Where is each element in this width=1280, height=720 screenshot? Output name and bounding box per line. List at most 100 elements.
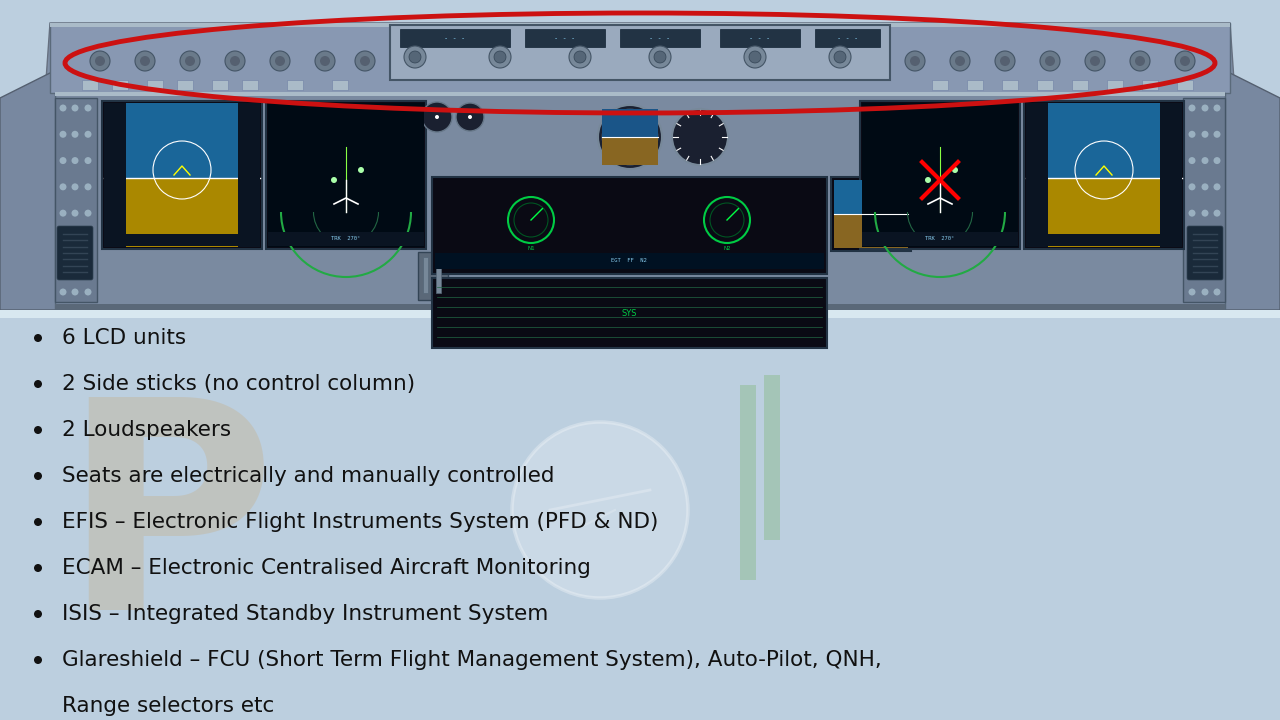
FancyBboxPatch shape	[102, 101, 262, 249]
Circle shape	[72, 210, 78, 217]
FancyBboxPatch shape	[55, 98, 97, 302]
Text: N1: N1	[527, 246, 535, 251]
FancyBboxPatch shape	[831, 177, 911, 251]
Text: 6 LCD units: 6 LCD units	[61, 328, 186, 348]
Text: - - -: - - -	[649, 35, 671, 41]
Circle shape	[749, 51, 762, 63]
Circle shape	[332, 177, 337, 183]
Circle shape	[952, 167, 957, 173]
Circle shape	[59, 104, 67, 112]
FancyBboxPatch shape	[399, 29, 509, 47]
FancyBboxPatch shape	[242, 80, 259, 90]
Circle shape	[35, 472, 42, 480]
Text: Seats are electrically and manually controlled: Seats are electrically and manually cont…	[61, 466, 554, 486]
FancyBboxPatch shape	[55, 92, 1225, 96]
Text: TRK  270°: TRK 270°	[332, 236, 361, 241]
Circle shape	[186, 56, 195, 66]
Circle shape	[456, 103, 484, 131]
FancyBboxPatch shape	[1027, 103, 1181, 178]
Circle shape	[72, 184, 78, 190]
FancyBboxPatch shape	[268, 103, 424, 247]
Circle shape	[1000, 56, 1010, 66]
Circle shape	[1189, 157, 1196, 164]
Circle shape	[1130, 51, 1149, 71]
Circle shape	[230, 56, 241, 66]
Circle shape	[1189, 104, 1196, 112]
FancyBboxPatch shape	[1183, 98, 1225, 302]
FancyBboxPatch shape	[268, 232, 424, 246]
Circle shape	[422, 102, 452, 132]
Circle shape	[84, 210, 91, 217]
FancyBboxPatch shape	[932, 80, 948, 90]
Text: ISIS – Integrated Standby Instrument System: ISIS – Integrated Standby Instrument Sys…	[61, 604, 548, 624]
Circle shape	[59, 131, 67, 138]
FancyBboxPatch shape	[266, 101, 426, 249]
Circle shape	[275, 56, 285, 66]
FancyBboxPatch shape	[815, 29, 881, 47]
FancyBboxPatch shape	[1002, 80, 1018, 90]
Circle shape	[649, 46, 671, 68]
FancyBboxPatch shape	[1160, 103, 1181, 247]
Circle shape	[905, 51, 925, 71]
FancyBboxPatch shape	[0, 310, 1280, 318]
Circle shape	[1044, 56, 1055, 66]
Text: EFIS – Electronic Flight Instruments System (PFD & ND): EFIS – Electronic Flight Instruments Sys…	[61, 512, 658, 532]
FancyBboxPatch shape	[435, 253, 824, 269]
Circle shape	[489, 46, 511, 68]
Circle shape	[1213, 104, 1221, 112]
Circle shape	[404, 46, 426, 68]
Circle shape	[59, 262, 67, 269]
Circle shape	[1189, 184, 1196, 190]
Circle shape	[829, 46, 851, 68]
Circle shape	[950, 51, 970, 71]
Circle shape	[1189, 236, 1196, 243]
Circle shape	[59, 210, 67, 217]
Circle shape	[573, 51, 586, 63]
Circle shape	[1189, 210, 1196, 217]
FancyBboxPatch shape	[861, 232, 1018, 246]
Circle shape	[360, 56, 370, 66]
Circle shape	[1202, 157, 1208, 164]
Circle shape	[84, 236, 91, 243]
Circle shape	[1039, 51, 1060, 71]
FancyBboxPatch shape	[620, 29, 700, 47]
FancyBboxPatch shape	[436, 257, 442, 293]
FancyBboxPatch shape	[1187, 226, 1222, 280]
Polygon shape	[29, 23, 1251, 310]
Circle shape	[512, 422, 689, 598]
FancyBboxPatch shape	[58, 226, 93, 280]
Circle shape	[1213, 236, 1221, 243]
Circle shape	[35, 380, 42, 388]
FancyBboxPatch shape	[1142, 80, 1158, 90]
FancyBboxPatch shape	[419, 252, 448, 300]
FancyBboxPatch shape	[147, 80, 163, 90]
FancyBboxPatch shape	[104, 103, 260, 178]
Circle shape	[72, 104, 78, 112]
Circle shape	[468, 115, 472, 119]
Circle shape	[72, 131, 78, 138]
FancyBboxPatch shape	[287, 80, 303, 90]
Circle shape	[35, 518, 42, 526]
FancyBboxPatch shape	[82, 80, 99, 90]
Circle shape	[358, 167, 364, 173]
Circle shape	[72, 236, 78, 243]
Circle shape	[1085, 51, 1105, 71]
FancyBboxPatch shape	[212, 80, 228, 90]
Circle shape	[1189, 262, 1196, 269]
Circle shape	[1213, 184, 1221, 190]
Circle shape	[180, 51, 200, 71]
FancyBboxPatch shape	[113, 80, 128, 90]
Circle shape	[35, 426, 42, 434]
Circle shape	[90, 51, 110, 71]
Circle shape	[744, 46, 765, 68]
Circle shape	[1091, 56, 1100, 66]
FancyBboxPatch shape	[1073, 80, 1088, 90]
FancyBboxPatch shape	[602, 109, 658, 137]
FancyBboxPatch shape	[390, 25, 890, 80]
Circle shape	[654, 51, 666, 63]
FancyBboxPatch shape	[1027, 234, 1181, 246]
Circle shape	[1202, 262, 1208, 269]
Circle shape	[910, 56, 920, 66]
Circle shape	[315, 51, 335, 71]
Circle shape	[134, 51, 155, 71]
